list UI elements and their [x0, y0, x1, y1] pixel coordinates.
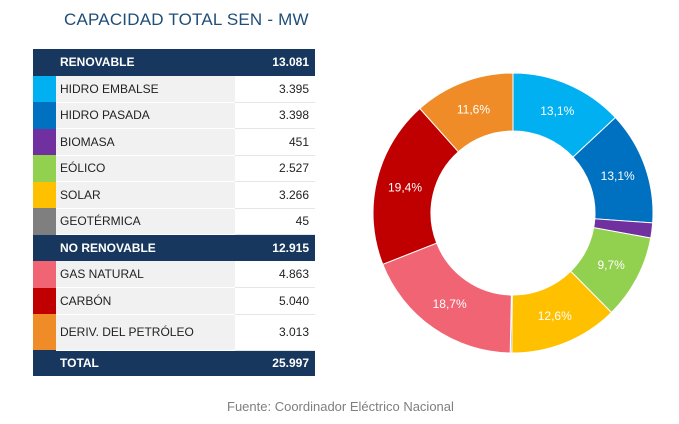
- row-value: 3.395: [235, 75, 315, 103]
- total-row: TOTAL 25.997: [33, 350, 315, 376]
- table-row: HIDRO PASADA 3.398: [33, 102, 315, 129]
- row-value: 4.863: [235, 261, 315, 288]
- row-label: BIOMASA: [56, 128, 235, 156]
- row-value: 451: [235, 128, 315, 156]
- row-value: 3.266: [235, 181, 315, 209]
- slice-label: 19,4%: [388, 180, 422, 194]
- slice-label: 9,7%: [598, 258, 626, 272]
- capacity-table: RENOVABLE 13.081 HIDRO EMBALSE 3.395 HIDRO P…: [33, 49, 315, 376]
- table-row: GAS NATURAL 4.863: [33, 261, 315, 288]
- header-label: TOTAL: [56, 350, 235, 376]
- header-swatch: [33, 49, 56, 76]
- header-value: 25.997: [235, 350, 315, 376]
- color-swatch: [33, 208, 56, 235]
- color-swatch: [33, 75, 56, 102]
- chart-title: CAPACIDAD TOTAL SEN - MW: [64, 10, 309, 29]
- row-label: HIDRO EMBALSE: [56, 75, 235, 103]
- row-label: EÓLICO: [56, 155, 235, 182]
- row-label: SOLAR: [56, 181, 235, 209]
- row-label: GEOTÉRMICA: [56, 208, 235, 235]
- no-renovable-header: NO RENOVABLE 12.915: [33, 234, 315, 261]
- table-row: SOLAR 3.266: [33, 181, 315, 209]
- donut-chart: 13,1% 13,1% 9,7% 12,6% 18,7% 19,4% 11,6%: [372, 72, 654, 354]
- color-swatch: [33, 287, 56, 314]
- table-row: GEOTÉRMICA 45: [33, 208, 315, 235]
- table-row: CARBÓN 5.040: [33, 287, 315, 315]
- slice-label: 13,1%: [540, 104, 574, 118]
- slice-label: 11,6%: [457, 102, 490, 116]
- header-label: RENOVABLE: [56, 49, 235, 76]
- color-swatch: [33, 261, 56, 288]
- row-label: HIDRO PASADA: [56, 102, 235, 129]
- color-swatch: [33, 155, 56, 182]
- donut-slice: [419, 72, 514, 153]
- row-label: GAS NATURAL: [56, 261, 235, 288]
- slice-label: 18,7%: [433, 297, 467, 311]
- header-swatch: [33, 350, 56, 376]
- table-row: BIOMASA 451: [33, 128, 315, 156]
- header-value: 12.915: [235, 234, 315, 261]
- header-label: NO RENOVABLE: [56, 234, 235, 261]
- color-swatch: [33, 181, 56, 208]
- renovable-header: RENOVABLE 13.081: [33, 49, 315, 76]
- row-label: CARBÓN: [56, 287, 235, 315]
- row-value: 3.398: [235, 102, 315, 129]
- table-row: HIDRO EMBALSE 3.395: [33, 75, 315, 103]
- table-row: EÓLICO 2.527: [33, 155, 315, 182]
- source-note: Fuente: Coordinador Eléctrico Nacional: [227, 399, 454, 414]
- row-value: 2.527: [235, 155, 315, 182]
- table-row: DERIV. DEL PETRÓLEO 3.013: [33, 314, 315, 351]
- row-value: 45: [235, 208, 315, 235]
- header-value: 13.081: [235, 49, 315, 76]
- slice-label: 13,1%: [601, 169, 635, 183]
- color-swatch: [33, 102, 56, 129]
- color-swatch: [33, 314, 56, 350]
- slice-label: 12,6%: [538, 309, 572, 323]
- row-value: 5.040: [235, 287, 315, 315]
- color-swatch: [33, 128, 56, 155]
- row-label: DERIV. DEL PETRÓLEO: [56, 314, 235, 351]
- header-swatch: [33, 234, 56, 261]
- row-value: 3.013: [235, 314, 315, 351]
